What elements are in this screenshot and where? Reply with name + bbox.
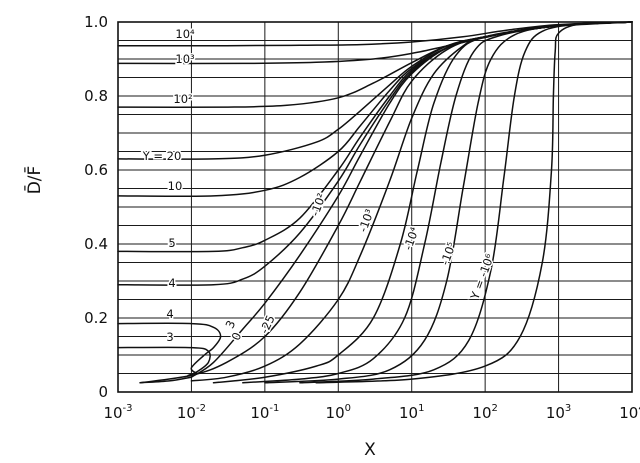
y-tick-label: 0.6 [84, 161, 108, 179]
curve-label: 5 [168, 236, 175, 250]
x-tick-label: 10-2 [177, 403, 206, 422]
curve-label: -10² [308, 191, 329, 218]
y-ticks: 0 0.2 0.4 0.6 0.8 1.0 [84, 13, 108, 401]
y-tick-label: 0.4 [84, 235, 108, 253]
curve-label: 3 [166, 330, 173, 344]
y-tick-label: 0.2 [84, 309, 108, 327]
curve-label: -10³ [356, 207, 377, 234]
curve-label: Y = 20 [142, 149, 182, 163]
x-ticks: 10-3 10-2 10-1 100 101 102 103 104 [103, 403, 640, 422]
series-line-11 [242, 21, 633, 384]
grid-layer [117, 22, 633, 392]
y-axis-label: D̄/F̄ [23, 166, 45, 195]
y-tick-label: 0 [98, 383, 108, 401]
series-line-16 [117, 346, 211, 377]
series-line-17 [139, 376, 193, 384]
curve-label: 4 [168, 276, 175, 290]
curve-label: 10³ [175, 52, 195, 66]
x-tick-label: 102 [472, 403, 497, 422]
series-line-10 [212, 21, 633, 384]
x-axis-label: X [364, 440, 376, 460]
x-tick-label: 100 [326, 403, 351, 422]
series-line-14 [315, 21, 633, 384]
series-line-12 [264, 21, 633, 384]
curve-label: 10² [173, 92, 192, 106]
curve-label: 10⁴ [175, 27, 195, 41]
series-line-15 [117, 322, 222, 375]
curve-label: -25 [257, 313, 278, 336]
plot-frame [117, 21, 633, 393]
x-tick-label: 10-3 [103, 403, 132, 422]
curve-label: 10 [168, 179, 183, 193]
y-tick-label: 0.8 [84, 87, 108, 105]
x-tick-label: 10-1 [250, 403, 279, 422]
curve-label: 4 [166, 307, 173, 321]
series-line-13 [299, 21, 633, 384]
curve-label: 0 [228, 330, 244, 343]
x-tick-label: 103 [546, 403, 571, 422]
y-tick-label: 1.0 [84, 13, 108, 31]
curve-label: Y = -10⁶ [467, 252, 497, 303]
curves-layer [117, 21, 633, 384]
x-tick-label: 104 [619, 403, 640, 422]
curve-label: 3 [222, 318, 238, 331]
x-tick-label: 101 [399, 403, 424, 422]
series-line-0 [117, 21, 633, 47]
